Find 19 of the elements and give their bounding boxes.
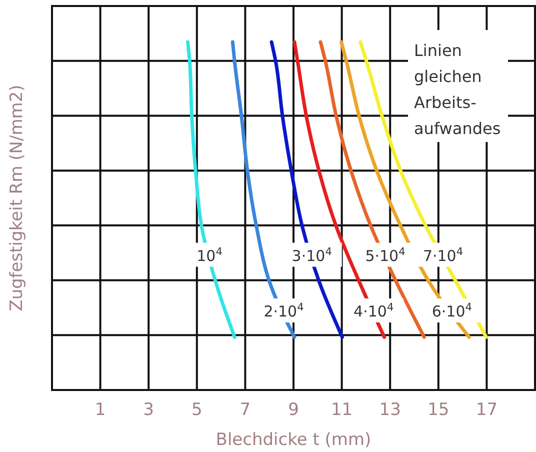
y-axis-title: Zugfestigkeit Rm (N/mm2) bbox=[7, 84, 27, 312]
series-label: 6·10$^{4}$ bbox=[432, 301, 472, 320]
series-label: 2·10$^{4}$ bbox=[264, 301, 304, 320]
annotation: Linien gleichen Arbeits- aufwandes bbox=[414, 41, 501, 138]
series-label: 4·10$^{4}$ bbox=[354, 301, 394, 320]
x-tick-label: 3 bbox=[143, 400, 154, 420]
x-tick-label: 5 bbox=[191, 400, 202, 420]
series-label: 5·10$^{4}$ bbox=[365, 246, 406, 265]
x-tick-label: 1 bbox=[94, 400, 106, 420]
x-tick-label: 13 bbox=[379, 400, 401, 420]
x-tick-label: 7 bbox=[240, 400, 251, 420]
series-label: 7·10$^{4}$ bbox=[422, 246, 464, 265]
series-label: 3·10$^{4}$ bbox=[292, 246, 332, 265]
x-axis-title: Blechdicke t (mm) bbox=[216, 430, 372, 450]
x-tick-label: 9 bbox=[288, 400, 299, 420]
x-tick-label: 11 bbox=[330, 400, 353, 420]
x-tick-label: 15 bbox=[428, 400, 450, 420]
x-tick-label: 17 bbox=[476, 400, 498, 420]
series-label: 10$^{4}$ bbox=[196, 246, 223, 265]
